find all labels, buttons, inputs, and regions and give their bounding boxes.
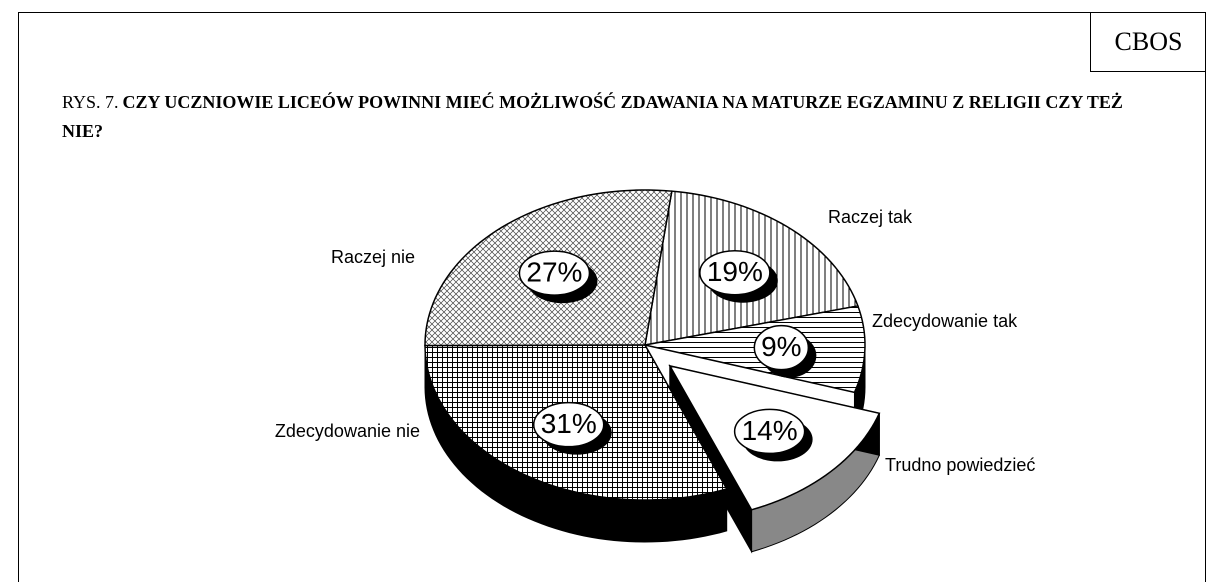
source: CBOS [1090, 12, 1206, 72]
value-label: 14% [742, 415, 798, 446]
figure-label: RYS. 7. [62, 92, 119, 112]
category-label: Zdecydowanie tak [872, 311, 1018, 331]
label-bubble [753, 324, 810, 371]
category-label: Raczej tak [828, 207, 913, 227]
frame [18, 12, 1206, 582]
label-bubble [733, 408, 806, 455]
label-bubble [532, 401, 605, 448]
label-bubble [699, 249, 771, 296]
chart-title: CZY UCZNIOWIE LICEÓW POWINNI MIEĆ MOŻLIW… [62, 92, 1123, 141]
value-label: 27% [526, 257, 582, 288]
value-label: 19% [707, 256, 763, 287]
label-bubble [518, 250, 591, 296]
title-block: RYS. 7. CZY UCZNIOWIE LICEÓW POWINNI MIE… [62, 88, 1162, 146]
category-label: Zdecydowanie nie [275, 421, 420, 441]
value-label: 9% [761, 331, 801, 362]
value-label: 31% [541, 408, 597, 439]
category-label: Trudno powiedzieć [885, 455, 1035, 475]
category-label: Raczej nie [331, 247, 415, 267]
